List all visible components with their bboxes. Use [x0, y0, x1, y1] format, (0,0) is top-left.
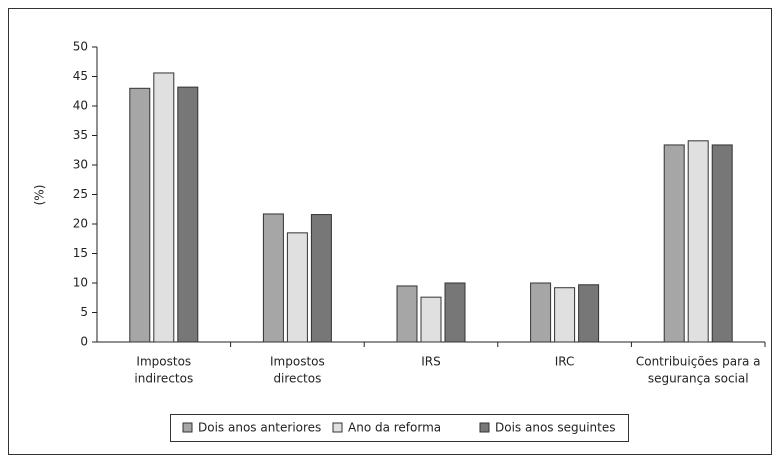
x-tick-label: Contribuições para a — [636, 355, 761, 369]
bar — [310, 214, 332, 343]
y-tick-label: 50 — [73, 40, 88, 54]
x-tick-label: indirectos — [134, 372, 193, 386]
y-axis-label: (%) — [33, 185, 47, 206]
bar — [711, 144, 733, 343]
y-tick-label: 0 — [80, 335, 88, 349]
bar — [578, 284, 600, 343]
x-tick-label: segurança social — [648, 372, 749, 386]
bar — [687, 140, 709, 343]
bar — [177, 86, 199, 343]
y-tick-label: 35 — [73, 128, 88, 142]
bar — [663, 144, 685, 343]
bar — [262, 213, 284, 343]
bar — [129, 87, 151, 343]
frame — [8, 8, 772, 455]
legend-label: Dois anos anteriores — [198, 421, 321, 435]
legend-label: Ano da reforma — [348, 421, 441, 435]
legend-swatch — [332, 422, 343, 433]
bar — [286, 232, 308, 343]
y-tick-label: 20 — [73, 217, 88, 231]
y-tick-label: 40 — [73, 99, 88, 113]
x-tick-label: Impostos — [270, 355, 325, 369]
bar — [554, 287, 576, 343]
bar — [153, 72, 175, 343]
x-tick-label: Impostos — [136, 355, 191, 369]
legend-swatch — [479, 422, 490, 433]
legend-box — [170, 414, 629, 442]
bar — [396, 285, 418, 343]
y-tick-label: 10 — [73, 276, 88, 290]
legend-label: Dois anos seguintes — [495, 421, 616, 435]
bar — [530, 282, 552, 343]
x-tick-label: IRC — [555, 355, 575, 369]
x-tick-label: directos — [273, 372, 321, 386]
y-tick-label: 25 — [73, 187, 88, 201]
bar — [444, 282, 466, 343]
y-tick-label: 30 — [73, 158, 88, 172]
y-tick-label: 5 — [80, 305, 88, 319]
legend-swatch — [182, 422, 193, 433]
y-tick-label: 45 — [73, 69, 88, 83]
x-tick-label: IRS — [421, 355, 441, 369]
bar — [420, 296, 442, 343]
y-tick-label: 15 — [73, 246, 88, 260]
